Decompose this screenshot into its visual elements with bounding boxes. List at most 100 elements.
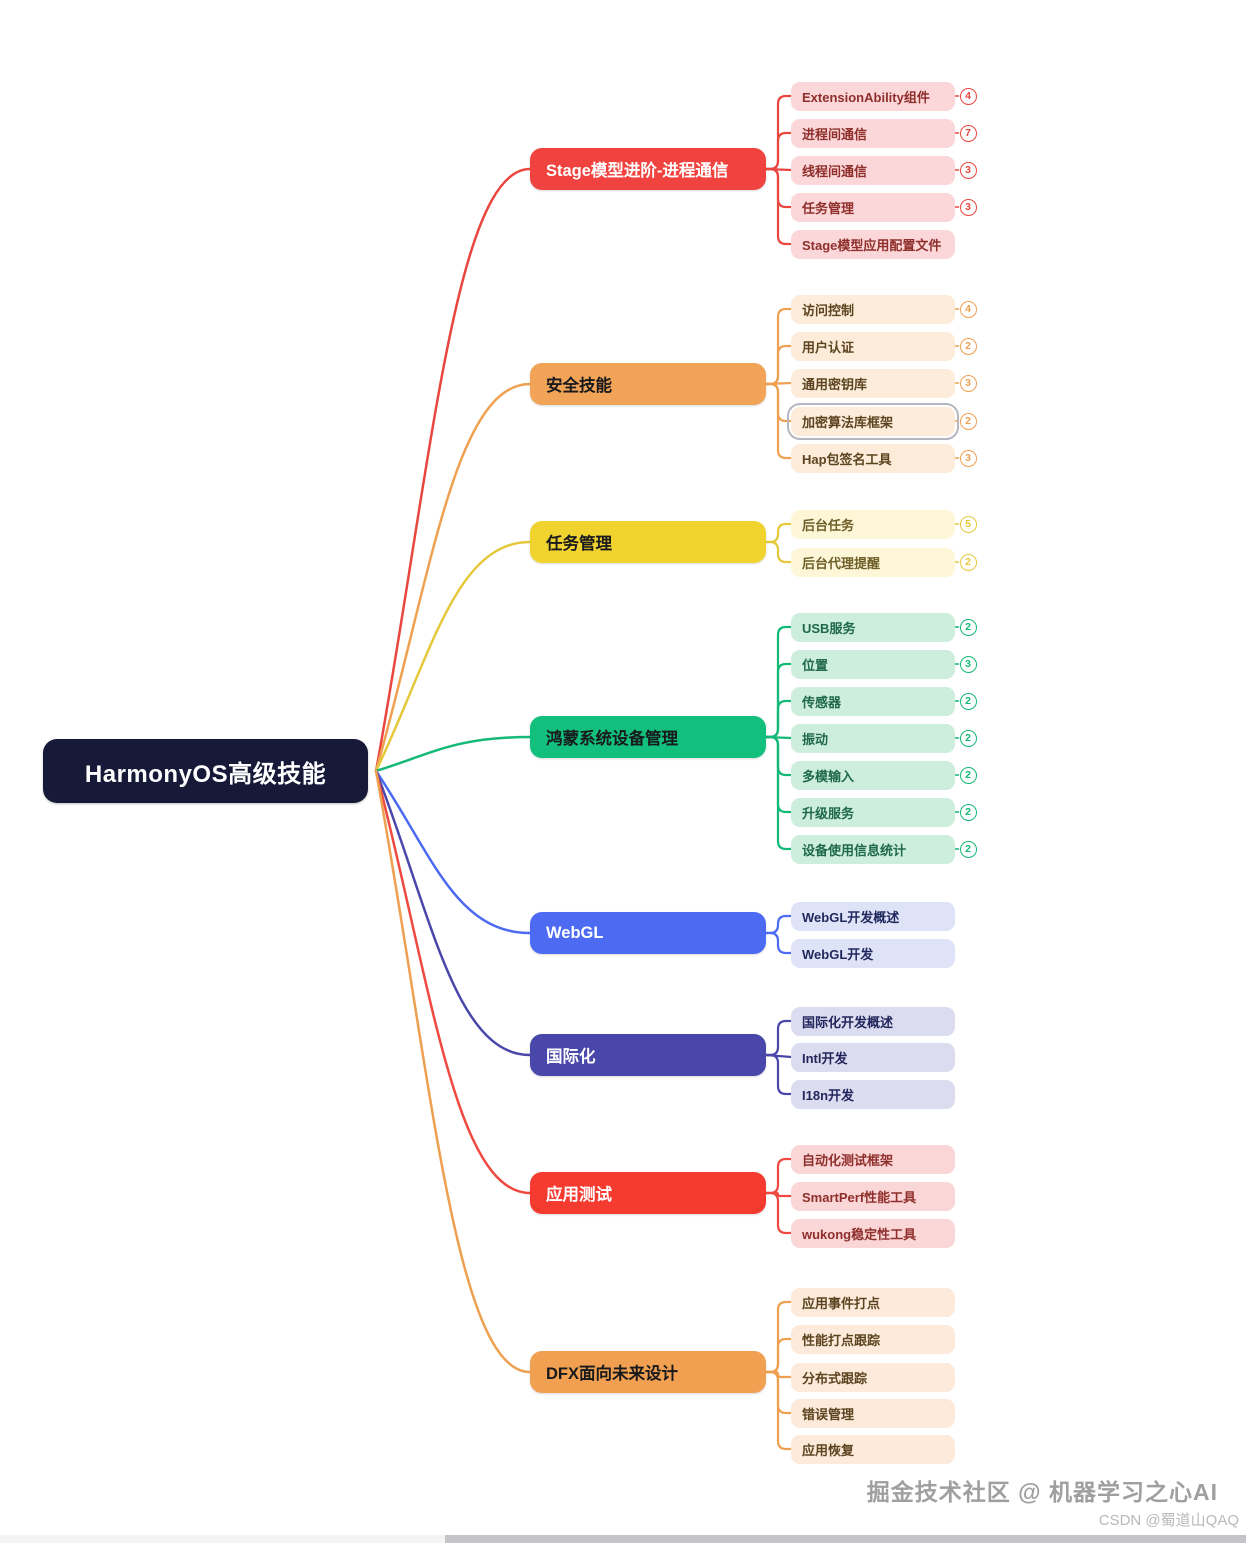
branch-node[interactable]: 国际化 — [530, 1034, 766, 1076]
child-label: SmartPerf性能工具 — [802, 1189, 917, 1205]
child-node[interactable]: 设备使用信息统计 — [791, 834, 955, 864]
child-node[interactable]: WebGL开发 — [791, 938, 955, 968]
child-node[interactable]: 多模输入 — [791, 760, 955, 790]
edge-line — [764, 1337, 793, 1374]
count-badge[interactable]: 3 — [959, 161, 977, 179]
count-badge[interactable]: 2 — [959, 412, 977, 430]
child-node[interactable]: USB服务 — [791, 612, 955, 642]
count-badge[interactable]: 3 — [959, 198, 977, 216]
child-node[interactable]: 通用密钥库 — [791, 368, 955, 398]
count-badge[interactable]: 3 — [959, 655, 977, 673]
child-node[interactable]: 加密算法库框架 — [787, 402, 959, 440]
child-node[interactable]: 访问控制 — [791, 294, 955, 324]
branch-node[interactable]: Stage模型进阶-进程通信 — [530, 148, 766, 190]
child-label: 应用事件打点 — [802, 1295, 881, 1311]
child-label: 访问控制 — [802, 302, 855, 318]
child-node[interactable]: 位置 — [791, 649, 955, 679]
child-node[interactable]: Hap包签名工具 — [791, 443, 955, 473]
child-node[interactable]: 应用事件打点 — [791, 1287, 955, 1317]
edge-line — [764, 914, 793, 935]
child-label: 多模输入 — [802, 768, 855, 784]
count-badge[interactable]: 3 — [959, 374, 977, 392]
child-node[interactable]: 后台任务 — [791, 509, 955, 539]
child-node[interactable]: wukong稳定性工具 — [791, 1218, 955, 1248]
child-node[interactable]: 振动 — [791, 723, 955, 753]
child-label: ExtensionAbility组件 — [802, 89, 930, 105]
child-node[interactable]: 用户认证 — [791, 331, 955, 361]
child-node[interactable]: 升级服务 — [791, 797, 955, 827]
child-node[interactable]: Intl开发 — [791, 1042, 955, 1072]
count-badge[interactable]: 2 — [959, 766, 977, 784]
child-label: 分布式跟踪 — [802, 1370, 868, 1386]
watermark-juejin: 掘金技术社区 @ 机器学习之心AI — [866, 1479, 1218, 1505]
child-label: 升级服务 — [802, 805, 855, 821]
child-label: I18n开发 — [802, 1087, 855, 1103]
child-label: 传感器 — [802, 694, 842, 710]
branch-node[interactable]: 应用测试 — [530, 1172, 766, 1214]
child-label: USB服务 — [802, 620, 856, 636]
branch-node[interactable]: 鸿蒙系统设备管理 — [530, 716, 766, 758]
edge-line — [764, 1191, 793, 1198]
child-node[interactable]: 进程间通信 — [791, 118, 955, 148]
child-node[interactable]: ExtensionAbility组件 — [791, 81, 955, 111]
count-badge[interactable]: 7 — [959, 124, 977, 142]
edge-line — [374, 769, 532, 935]
edge-line — [764, 931, 793, 955]
count-badge[interactable]: 3 — [959, 449, 977, 467]
child-label: Stage模型应用配置文件 — [802, 237, 942, 253]
branch-label: 任务管理 — [546, 535, 612, 553]
horizontal-scrollbar-thumb[interactable] — [445, 1535, 1246, 1543]
branch-node[interactable]: 安全技能 — [530, 363, 766, 405]
edge-line — [764, 1053, 793, 1096]
count-badge[interactable]: 2 — [959, 618, 977, 636]
horizontal-scrollbar[interactable] — [0, 1535, 1246, 1543]
edge-line — [374, 382, 532, 773]
child-node[interactable]: 错误管理 — [791, 1398, 955, 1428]
edge-line — [764, 1370, 793, 1451]
branch-node[interactable]: 任务管理 — [530, 521, 766, 563]
branch-label: 国际化 — [546, 1048, 596, 1066]
count-badge[interactable]: 2 — [959, 553, 977, 571]
child-node[interactable]: 应用恢复 — [791, 1434, 955, 1464]
child-label: 自动化测试框架 — [802, 1152, 894, 1168]
count-badge[interactable]: 2 — [959, 840, 977, 858]
child-node[interactable]: 国际化开发概述 — [791, 1006, 955, 1036]
child-label: Intl开发 — [802, 1050, 848, 1066]
child-node[interactable]: 分布式跟踪 — [791, 1362, 955, 1392]
child-node[interactable]: WebGL开发概述 — [791, 901, 955, 931]
branch-node[interactable]: DFX面向未来设计 — [530, 1351, 766, 1393]
child-label: 后台代理提醒 — [802, 555, 881, 571]
branch-label: 安全技能 — [546, 377, 612, 395]
child-node[interactable]: 自动化测试框架 — [791, 1144, 955, 1174]
branch-label: WebGL — [546, 923, 604, 942]
branch-node[interactable]: WebGL — [530, 912, 766, 954]
edge-line — [374, 769, 532, 1195]
child-node[interactable]: 后台代理提醒 — [791, 547, 955, 577]
child-node[interactable]: SmartPerf性能工具 — [791, 1181, 955, 1211]
count-badge[interactable]: 5 — [959, 515, 977, 533]
child-label: 设备使用信息统计 — [802, 842, 907, 858]
edge-line — [764, 522, 793, 544]
child-label: 性能打点跟踪 — [802, 1332, 881, 1348]
child-node[interactable]: 线程间通信 — [791, 155, 955, 185]
child-node[interactable]: Stage模型应用配置文件 — [791, 229, 955, 259]
count-badge[interactable]: 2 — [959, 729, 977, 747]
branch-label: 鸿蒙系统设备管理 — [546, 730, 678, 748]
child-label: 后台任务 — [802, 517, 855, 533]
count-badge[interactable]: 4 — [959, 300, 977, 318]
edge-line — [764, 131, 793, 171]
count-badge[interactable]: 2 — [959, 337, 977, 355]
child-node[interactable]: I18n开发 — [791, 1079, 955, 1109]
watermark-csdn: CSDN @蜀道山QAQ — [1098, 1512, 1239, 1529]
count-badge[interactable]: 2 — [959, 692, 977, 710]
child-node[interactable]: 传感器 — [791, 686, 955, 716]
count-badge[interactable]: 2 — [959, 803, 977, 821]
edge-line — [764, 167, 793, 246]
count-badge[interactable]: 4 — [959, 87, 977, 105]
child-label: wukong稳定性工具 — [802, 1226, 917, 1242]
root-node[interactable]: HarmonyOS高级技能 — [43, 739, 368, 803]
edge-line — [764, 735, 793, 851]
child-node[interactable]: 性能打点跟踪 — [791, 1324, 955, 1354]
child-node[interactable]: 任务管理 — [791, 192, 955, 222]
